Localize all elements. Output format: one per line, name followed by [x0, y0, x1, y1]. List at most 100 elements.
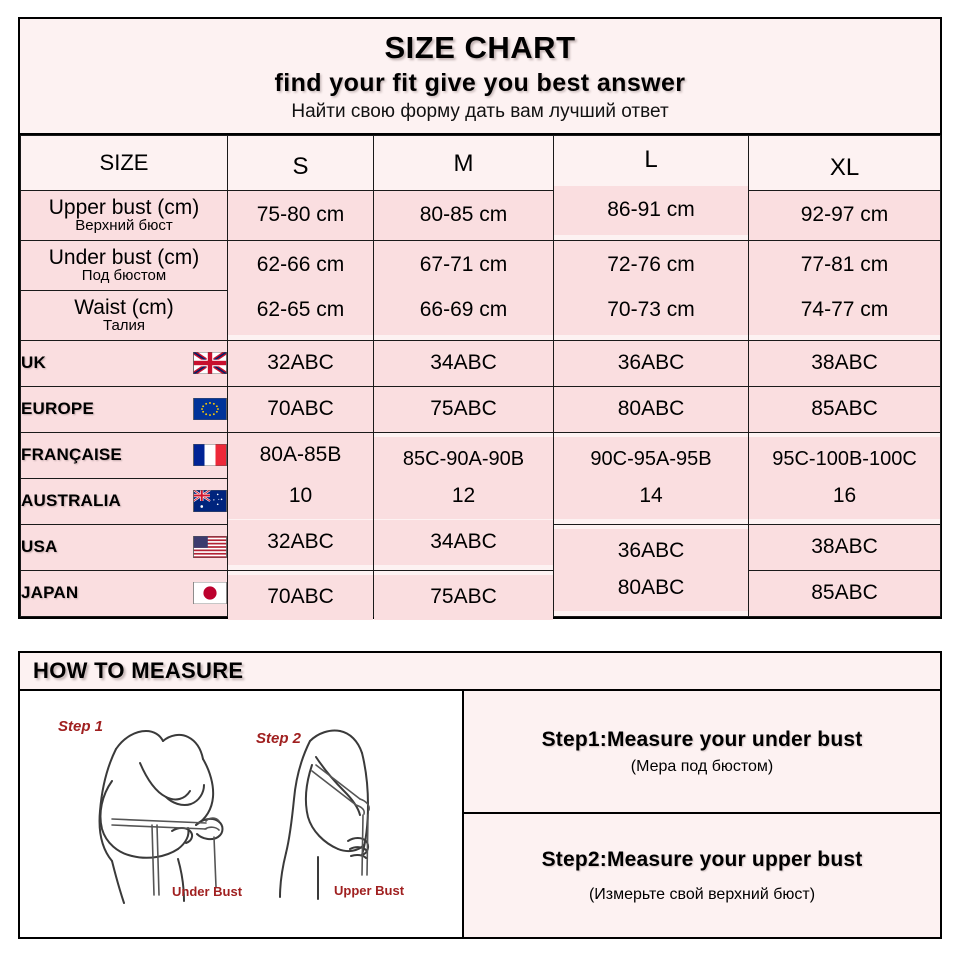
- step1-under-bust-label: Under Bust: [172, 884, 243, 899]
- row-label-europe: EUROPE: [20, 385, 228, 433]
- table-header-row: SIZE S M L XL: [20, 134, 941, 191]
- uk-flag-icon: [193, 352, 227, 375]
- cell-australia-l: 14: [553, 472, 749, 520]
- row-label-australia: AUSTRALIA: [20, 477, 228, 525]
- column-header-l: L: [553, 134, 749, 191]
- column-header-m: M: [373, 134, 554, 191]
- cell-japan-s: 70ABC: [227, 573, 374, 621]
- table-row: FRANÇAISE 80A-85B 85C-90A-90B 90C-95A-95…: [20, 431, 941, 483]
- step-1-description: Step1:Measure your under bust (Мера под …: [464, 691, 940, 814]
- row-label-uk: UK: [20, 339, 228, 387]
- cell-francaise-s: 80A-85B: [227, 431, 374, 479]
- row-label-en: Waist (cm): [74, 295, 174, 319]
- row-label-francaise: FRANÇAISE: [20, 431, 228, 479]
- cell-uk-l: 36ABC: [553, 339, 749, 387]
- cell-upper-bust-l: 86-91 cm: [553, 184, 749, 236]
- table-row: Waist (cm) Талия 62-65 cm 66-69 cm 70-73…: [20, 284, 941, 341]
- row-label-ru: Под бюстом: [81, 267, 167, 285]
- cell-australia-xl: 16: [748, 472, 941, 520]
- cell-australia-m: 12: [373, 472, 554, 520]
- country-name: JAPAN: [21, 583, 79, 603]
- how-to-measure-title-bar: HOW TO MEASURE: [20, 653, 940, 691]
- how-to-measure-title: HOW TO MEASURE: [33, 658, 244, 683]
- page-subtitle-russian: Найти свою форму дать вам лучший ответ: [291, 100, 669, 122]
- cell-waist-xl: 74-77 cm: [748, 284, 941, 336]
- table-row: Under bust (cm) Под бюстом 62-66 cm 67-7…: [20, 239, 941, 291]
- cell-usa-xl: 38ABC: [748, 523, 941, 571]
- table-row: UK: [20, 339, 941, 387]
- cell-japan-l: 80ABC: [553, 564, 749, 612]
- step-2-subtitle: (Измерьте свой верхний бюст): [588, 885, 816, 903]
- column-header-xl: XL: [748, 134, 941, 191]
- cell-japan-m: 75ABC: [373, 573, 554, 621]
- measurement-illustrations: Step 1: [58, 718, 405, 904]
- column-header-s: S: [227, 134, 374, 191]
- row-label-ru: Талия: [102, 317, 146, 335]
- step-1-subtitle: (Мера под бюстом): [630, 757, 774, 775]
- usa-flag-icon: [193, 536, 227, 559]
- cell-under-bust-xl: 77-81 cm: [748, 239, 941, 291]
- cell-upper-bust-s: 75-80 cm: [227, 189, 374, 241]
- cell-waist-m: 66-69 cm: [373, 284, 554, 336]
- cell-europe-s: 70ABC: [227, 385, 374, 433]
- country-name: EUROPE: [21, 399, 94, 419]
- cell-waist-s: 62-65 cm: [227, 284, 374, 336]
- table-row: EUROPE: [20, 385, 941, 433]
- page-title: SIZE CHART: [384, 30, 576, 65]
- cell-europe-l: 80ABC: [553, 385, 749, 433]
- size-chart-table-container: SIZE CHART find your fit give you best a…: [18, 17, 942, 621]
- cell-under-bust-l: 72-76 cm: [553, 239, 749, 291]
- step1-caption-label: Step 1: [58, 718, 103, 735]
- step2-caption-label: Step 2: [256, 730, 302, 747]
- cell-usa-s: 32ABC: [227, 518, 374, 566]
- step-2-description: Step2:Measure your upper bust (Измерьте …: [464, 814, 940, 937]
- how-to-measure-section: HOW TO MEASURE Step 1: [18, 651, 942, 939]
- cell-usa-m: 34ABC: [373, 518, 554, 566]
- chart-header: SIZE CHART find your fit give you best a…: [20, 19, 940, 135]
- table-row: JAPAN 70ABC 75ABC 80ABC 85ABC: [20, 564, 941, 621]
- step-2-title: Step2:Measure your upper bust: [541, 847, 863, 871]
- table-row: Upper bust (cm) Верхний бюст 75-80 cm 80…: [20, 184, 941, 241]
- size-table: SIZE S M L XL Upper bust (cm) Верхний бю…: [20, 134, 941, 621]
- cell-europe-m: 75ABC: [373, 385, 554, 433]
- europe-flag-icon: [193, 398, 227, 421]
- cell-under-bust-m: 67-71 cm: [373, 239, 554, 291]
- country-name: UK: [21, 353, 46, 373]
- cell-europe-xl: 85ABC: [748, 385, 941, 433]
- cell-uk-s: 32ABC: [227, 339, 374, 387]
- row-label-usa: USA: [20, 523, 228, 571]
- how-to-measure-body: Step 1: [20, 691, 940, 937]
- australia-flag-icon: [193, 490, 227, 513]
- cell-upper-bust-m: 80-85 cm: [373, 189, 554, 241]
- country-name: USA: [21, 537, 58, 557]
- step2-upper-bust-label: Upper Bust: [334, 883, 405, 898]
- row-label-ru: Верхний бюст: [75, 217, 173, 235]
- measurement-steps-panel: Step1:Measure your under bust (Мера под …: [464, 691, 940, 937]
- step1-illustration: Step 1: [58, 718, 243, 904]
- cell-japan-xl: 85ABC: [748, 569, 941, 617]
- column-header-size: SIZE: [20, 134, 228, 191]
- cell-uk-xl: 38ABC: [748, 339, 941, 387]
- measurement-illustration-panel: Step 1: [20, 691, 464, 937]
- cell-under-bust-s: 62-66 cm: [227, 239, 374, 291]
- row-label-waist: Waist (cm) Талия: [20, 289, 228, 341]
- row-label-under-bust: Under bust (cm) Под бюстом: [20, 239, 228, 291]
- row-label-upper-bust: Upper bust (cm) Верхний бюст: [20, 189, 228, 241]
- step2-illustration: Step 2: [256, 729, 405, 900]
- table-row: USA: [20, 518, 941, 575]
- table-row: AUSTRALIA: [20, 472, 941, 525]
- japan-flag-icon: [193, 582, 227, 605]
- cell-upper-bust-xl: 92-97 cm: [748, 189, 941, 241]
- france-flag-icon: [193, 444, 227, 467]
- row-label-en: Upper bust (cm): [48, 195, 200, 219]
- country-name: FRANÇAISE: [21, 445, 122, 465]
- page-subtitle: find your fit give you best answer: [274, 69, 686, 98]
- cell-waist-l: 70-73 cm: [553, 284, 749, 336]
- row-label-japan: JAPAN: [20, 569, 228, 617]
- cell-uk-m: 34ABC: [373, 339, 554, 387]
- row-label-en: Under bust (cm): [48, 245, 200, 269]
- step-1-title: Step1:Measure your under bust: [541, 727, 863, 751]
- country-name: AUSTRALIA: [21, 491, 122, 511]
- cell-australia-s: 10: [227, 472, 374, 520]
